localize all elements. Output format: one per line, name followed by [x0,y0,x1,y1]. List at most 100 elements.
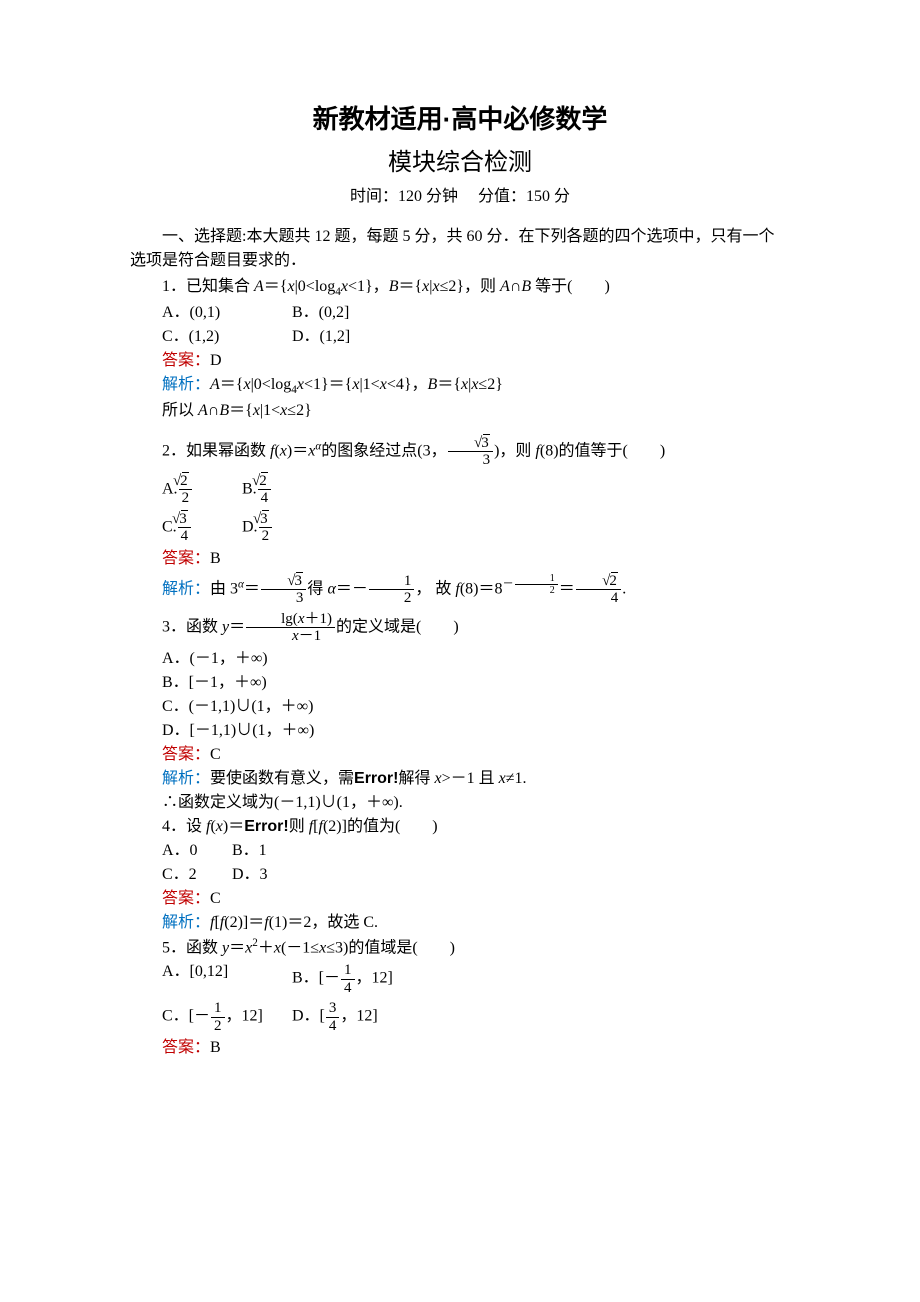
q5-optD: D．[34，12] [292,998,422,1036]
q3-ana-t: 解得 [398,770,434,787]
q5-optC: C．[－12，12] [162,998,292,1036]
q2-ana-f1num: 3 [296,572,303,589]
q1-ana-x: x [297,376,304,393]
q2-ana-t: ＝－ [336,581,368,598]
q1-optA: A．(0,1) [162,301,292,325]
q2-optA: A.22 [162,471,242,509]
q5-optC-num: 1 [211,1000,225,1018]
q2-optD-num: 3 [262,510,269,527]
q3-ana-t: >－1 且 [442,770,499,787]
q1-x: x [287,278,294,295]
q1-ana2-x: x [253,402,260,419]
q1-ana-t: <4}， [387,376,428,393]
q5-t: ＋ [258,939,274,956]
q1-ana2-t: ≤2} [287,402,311,419]
q5-optC-frac: 12 [211,1000,225,1034]
q1-A2: A [500,278,510,295]
q4-stem: 4．设 f(x)＝Error!则 f[f(2)]的值为( ) [130,815,790,839]
q5-t: ＝ [229,939,245,956]
q2-options-row1: A.22 B.24 [130,471,790,509]
q1-B: B [389,278,399,295]
q1-suffix: 等于( ) [531,278,610,295]
q2-t: 的图象经过点(3， [321,443,446,460]
q1-t: ＝{ [264,278,288,295]
q1-options-row1: A．(0,1) B．(0,2] [130,301,790,325]
q5-optB-frac: 14 [341,962,355,996]
q1-analysis2: 所以 A∩B＝{x|1<x≤2} [130,399,790,423]
q2-ana-t: ＝ [244,581,260,598]
q4-optD: D．3 [232,863,302,887]
q5-prefix: 5．函数 [162,939,222,956]
q2-analysis: 解析：由 3α＝33得 α＝－12， 故 f(8)＝8－12＝24. [130,571,790,609]
analysis-label: 解析： [162,770,210,787]
q5-optB-label: B．[－ [292,970,340,987]
q1-ana2-t: ＝{ [229,402,253,419]
q2-frac: 33 [448,435,494,469]
q2-ana-f3num: 2 [611,572,618,589]
q3-frac-denx: x [292,628,299,644]
q5-optD-suffix: ，12] [340,1008,377,1025]
q2-ana-f2den: 2 [369,590,415,607]
q2-ana-f1: 33 [261,573,307,607]
q4-analysis: 解析：f[f(2)]＝f(1)＝2，故选 C. [130,911,790,935]
q2-optB-frac: 24 [258,473,272,507]
q4-optB: B．1 [232,839,302,863]
q1-ana-x: x [243,376,250,393]
q2-ana-f2num: 1 [369,573,415,591]
q3-ana-t: ≠1. [506,770,527,787]
q2-frac-num: 3 [483,434,490,451]
q5-t: (－1≤ [281,939,319,956]
q3-ana-x: x [435,770,442,787]
q1-optC: C．(1,2) [162,325,292,349]
q3-answer-value: C [210,746,221,763]
section-intro: 一、选择题:本大题共 12 题，每题 5 分，共 60 分．在下列各题的四个选项… [130,225,790,273]
q2-ana-exp: －12 [503,578,559,590]
q2-options-row2: C.34 D.32 [130,509,790,547]
q3-prefix: 3．函数 [162,619,222,636]
q3-answer: 答案：C [130,743,790,767]
q1-ana-t: |1< [359,376,379,393]
q5-x: x [274,939,281,956]
q4-answer: 答案：C [130,887,790,911]
q2-answer: 答案：B [130,547,790,571]
q2-ana-t: ， 故 [415,581,455,598]
q2-optA-den: 2 [179,490,193,507]
q2-optD: D.32 [242,509,322,547]
q2-optD-den: 2 [259,528,273,545]
q4-t: )＝ [223,818,244,835]
q5-stem: 5．函数 y＝x2＋x(－1≤x≤3)的值域是( ) [130,935,790,960]
q2-t: )＝ [287,443,308,460]
q2-optB-num: 2 [261,472,268,489]
q2-ana-expneg: － [503,578,514,590]
q1-ana-t: |0<log [251,376,292,393]
q1-ana-t: ≤2} [478,376,502,393]
q3-frac-dent: －1 [299,628,322,644]
q4-x: x [216,818,223,835]
q2-ana-f3den: 4 [576,590,622,607]
q3-analysis2: ∴函数定义域为(－1,1)∪(1，＋∞). [130,791,790,815]
q5-optB: B．[－14，12] [292,960,422,998]
title-main: 新教材适用·高中必修数学 [130,100,790,139]
q1-t: <1}， [348,278,389,295]
q2-ana-t: 得 [307,581,327,598]
q2-ana-expnum: 1 [515,573,558,585]
q4-prefix: 4．设 [162,818,206,835]
q1-prefix: 1．已知集合 [162,278,254,295]
analysis-label: 解析： [162,914,210,931]
q5-optD-frac: 34 [326,1000,340,1034]
q1-ana-t: ＝{ [220,376,244,393]
q2-ana-f3: 24 [576,573,622,607]
score-value: 150 分 [526,188,570,205]
q5-t: ≤3)的值域是( ) [326,939,455,956]
q2-optB-den: 4 [258,490,272,507]
q1-optD: D．(1,2] [292,325,422,349]
q1-ana-t: <1}＝{ [304,376,352,393]
q5-optB-num: 1 [341,962,355,980]
q4-t: (2)]的值为( ) [323,818,438,835]
q2-prefix: 2．如果幂函数 [162,443,270,460]
q4-t: 则 [289,818,309,835]
q5-optD-label: D．[ [292,1008,325,1025]
q5-answer: 答案：B [130,1036,790,1060]
q1-ana-t: ＝{ [437,376,461,393]
q2-ana-t: ＝ [559,581,575,598]
